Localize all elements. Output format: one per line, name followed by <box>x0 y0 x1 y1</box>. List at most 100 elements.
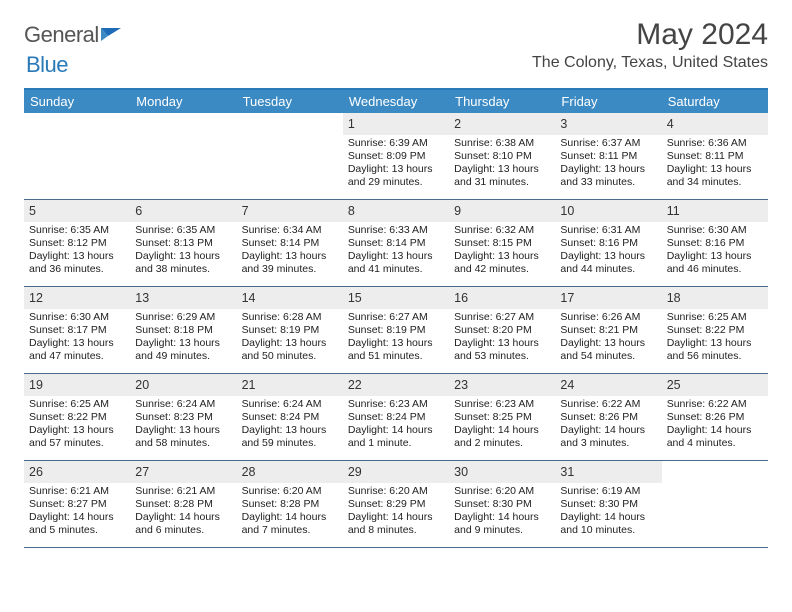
day-cell: 6Sunrise: 6:35 AMSunset: 8:13 PMDaylight… <box>130 200 236 286</box>
day-cell <box>24 113 130 199</box>
day-number-bar: 16 <box>449 287 555 309</box>
daylight-line: Daylight: 13 hours and 53 minutes. <box>454 337 550 363</box>
daylight-line: Daylight: 13 hours and 42 minutes. <box>454 250 550 276</box>
daylight-line: Daylight: 14 hours and 4 minutes. <box>667 424 763 450</box>
sunrise-line: Sunrise: 6:38 AM <box>454 137 550 150</box>
day-number-bar: 13 <box>130 287 236 309</box>
day-cell: 5Sunrise: 6:35 AMSunset: 8:12 PMDaylight… <box>24 200 130 286</box>
sunrise-line: Sunrise: 6:34 AM <box>242 224 338 237</box>
sunrise-line: Sunrise: 6:35 AM <box>135 224 231 237</box>
day-number: 22 <box>348 378 362 392</box>
weekday-tue: Tuesday <box>237 90 343 113</box>
sunrise-line: Sunrise: 6:25 AM <box>667 311 763 324</box>
daylight-line: Daylight: 13 hours and 29 minutes. <box>348 163 444 189</box>
day-number-bar: 3 <box>555 113 661 135</box>
day-cell: 19Sunrise: 6:25 AMSunset: 8:22 PMDayligh… <box>24 374 130 460</box>
day-number: 31 <box>560 465 574 479</box>
sunset-line: Sunset: 8:29 PM <box>348 498 444 511</box>
sunset-line: Sunset: 8:23 PM <box>135 411 231 424</box>
weekday-mon: Monday <box>130 90 236 113</box>
day-number-bar: 26 <box>24 461 130 483</box>
day-number: 3 <box>560 117 567 131</box>
day-cell: 13Sunrise: 6:29 AMSunset: 8:18 PMDayligh… <box>130 287 236 373</box>
day-number-bar: 10 <box>555 200 661 222</box>
week-row: 26Sunrise: 6:21 AMSunset: 8:27 PMDayligh… <box>24 461 768 548</box>
day-number: 12 <box>29 291 43 305</box>
daylight-line: Daylight: 13 hours and 58 minutes. <box>135 424 231 450</box>
sunrise-line: Sunrise: 6:33 AM <box>348 224 444 237</box>
day-cell: 16Sunrise: 6:27 AMSunset: 8:20 PMDayligh… <box>449 287 555 373</box>
day-number: 16 <box>454 291 468 305</box>
day-cell: 14Sunrise: 6:28 AMSunset: 8:19 PMDayligh… <box>237 287 343 373</box>
day-cell: 3Sunrise: 6:37 AMSunset: 8:11 PMDaylight… <box>555 113 661 199</box>
sunrise-line: Sunrise: 6:25 AM <box>29 398 125 411</box>
sunset-line: Sunset: 8:11 PM <box>667 150 763 163</box>
daylight-line: Daylight: 13 hours and 31 minutes. <box>454 163 550 189</box>
day-number-bar: 30 <box>449 461 555 483</box>
day-number-bar <box>24 113 130 117</box>
weekday-sat: Saturday <box>662 90 768 113</box>
week-row: 12Sunrise: 6:30 AMSunset: 8:17 PMDayligh… <box>24 287 768 374</box>
sunset-line: Sunset: 8:28 PM <box>135 498 231 511</box>
day-number-bar <box>130 113 236 117</box>
day-cell: 22Sunrise: 6:23 AMSunset: 8:24 PMDayligh… <box>343 374 449 460</box>
day-number-bar: 12 <box>24 287 130 309</box>
sunrise-line: Sunrise: 6:39 AM <box>348 137 444 150</box>
daylight-line: Daylight: 13 hours and 38 minutes. <box>135 250 231 276</box>
sunset-line: Sunset: 8:14 PM <box>348 237 444 250</box>
sunset-line: Sunset: 8:25 PM <box>454 411 550 424</box>
daylight-line: Daylight: 14 hours and 9 minutes. <box>454 511 550 537</box>
day-number-bar <box>237 113 343 117</box>
day-number-bar: 29 <box>343 461 449 483</box>
sunset-line: Sunset: 8:19 PM <box>348 324 444 337</box>
daylight-line: Daylight: 13 hours and 51 minutes. <box>348 337 444 363</box>
daylight-line: Daylight: 13 hours and 56 minutes. <box>667 337 763 363</box>
weekday-thu: Thursday <box>449 90 555 113</box>
daylight-line: Daylight: 14 hours and 7 minutes. <box>242 511 338 537</box>
day-number: 30 <box>454 465 468 479</box>
brand-word1: General <box>24 22 99 48</box>
day-number: 29 <box>348 465 362 479</box>
day-number: 25 <box>667 378 681 392</box>
sunrise-line: Sunrise: 6:35 AM <box>29 224 125 237</box>
day-number-bar: 9 <box>449 200 555 222</box>
day-cell: 15Sunrise: 6:27 AMSunset: 8:19 PMDayligh… <box>343 287 449 373</box>
day-number-bar: 28 <box>237 461 343 483</box>
day-cell: 24Sunrise: 6:22 AMSunset: 8:26 PMDayligh… <box>555 374 661 460</box>
day-number: 11 <box>667 204 680 218</box>
sunset-line: Sunset: 8:12 PM <box>29 237 125 250</box>
day-cell: 2Sunrise: 6:38 AMSunset: 8:10 PMDaylight… <box>449 113 555 199</box>
sunset-line: Sunset: 8:16 PM <box>667 237 763 250</box>
day-number: 23 <box>454 378 468 392</box>
daylight-line: Daylight: 14 hours and 8 minutes. <box>348 511 444 537</box>
day-cell: 30Sunrise: 6:20 AMSunset: 8:30 PMDayligh… <box>449 461 555 547</box>
day-number-bar: 21 <box>237 374 343 396</box>
day-number: 5 <box>29 204 36 218</box>
day-number-bar: 31 <box>555 461 661 483</box>
daylight-line: Daylight: 13 hours and 54 minutes. <box>560 337 656 363</box>
day-number-bar: 22 <box>343 374 449 396</box>
sunrise-line: Sunrise: 6:22 AM <box>560 398 656 411</box>
day-cell: 9Sunrise: 6:32 AMSunset: 8:15 PMDaylight… <box>449 200 555 286</box>
sunrise-line: Sunrise: 6:23 AM <box>454 398 550 411</box>
sunrise-line: Sunrise: 6:26 AM <box>560 311 656 324</box>
day-number: 8 <box>348 204 355 218</box>
sunset-line: Sunset: 8:09 PM <box>348 150 444 163</box>
sunrise-line: Sunrise: 6:20 AM <box>454 485 550 498</box>
sunrise-line: Sunrise: 6:31 AM <box>560 224 656 237</box>
day-number: 10 <box>560 204 574 218</box>
sunset-line: Sunset: 8:13 PM <box>135 237 231 250</box>
sunset-line: Sunset: 8:26 PM <box>667 411 763 424</box>
daylight-line: Daylight: 13 hours and 34 minutes. <box>667 163 763 189</box>
sunset-line: Sunset: 8:14 PM <box>242 237 338 250</box>
daylight-line: Daylight: 14 hours and 5 minutes. <box>29 511 125 537</box>
sunset-line: Sunset: 8:27 PM <box>29 498 125 511</box>
brand-flag-icon <box>101 26 125 44</box>
calendar: Sunday Monday Tuesday Wednesday Thursday… <box>24 88 768 548</box>
sunset-line: Sunset: 8:18 PM <box>135 324 231 337</box>
day-number: 2 <box>454 117 461 131</box>
sunset-line: Sunset: 8:24 PM <box>348 411 444 424</box>
day-number: 9 <box>454 204 461 218</box>
day-number-bar: 19 <box>24 374 130 396</box>
daylight-line: Daylight: 13 hours and 33 minutes. <box>560 163 656 189</box>
